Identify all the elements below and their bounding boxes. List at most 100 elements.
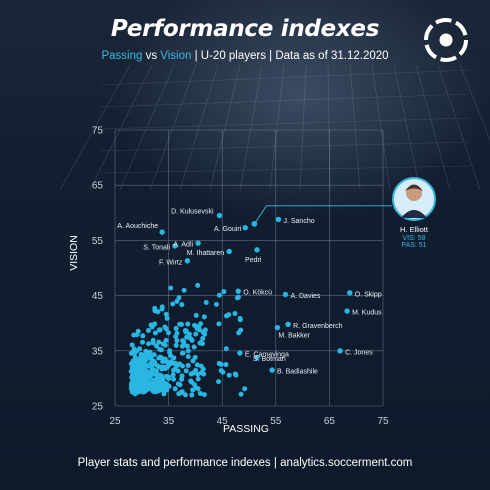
data-point	[200, 329, 206, 335]
player-label: J. Sancho	[283, 218, 314, 225]
data-point	[138, 355, 144, 361]
data-point	[170, 301, 176, 307]
highlight-vision: VIS: 58	[403, 235, 426, 242]
roof-line	[119, 64, 175, 191]
data-point	[152, 330, 158, 336]
data-point	[146, 341, 152, 347]
data-point	[131, 351, 137, 357]
subtitle-y-metric: Vision	[160, 50, 192, 62]
player-label: M. Bakker	[278, 333, 310, 340]
data-point	[233, 372, 239, 378]
data-point	[180, 350, 186, 356]
data-point	[181, 341, 187, 347]
roof-beam	[99, 141, 471, 152]
data-point	[140, 339, 146, 345]
x-axis-label: PASSING	[223, 423, 269, 435]
data-point	[158, 386, 164, 392]
player-label: M. Kudus	[352, 310, 382, 317]
labeled-data-point	[337, 348, 343, 354]
labeled-data-point	[269, 367, 275, 373]
roof-beam	[99, 69, 471, 86]
y-tick-label: 35	[92, 346, 104, 357]
data-point	[134, 376, 140, 382]
player-label: C. Jones	[345, 349, 373, 356]
player-label: D. Kulusevski	[171, 209, 214, 216]
data-point	[134, 332, 140, 338]
data-point	[147, 353, 153, 359]
data-point	[190, 387, 196, 393]
roof-beam	[99, 165, 471, 174]
labeled-data-point	[235, 288, 241, 294]
data-point	[134, 365, 140, 371]
data-point	[191, 344, 197, 350]
data-point	[170, 372, 176, 378]
labeled-data-point	[254, 247, 260, 253]
data-point	[194, 326, 200, 332]
roof-line	[149, 64, 197, 191]
labeled-data-point	[195, 240, 201, 246]
data-point	[223, 362, 229, 368]
player-label: S. Tonali	[143, 244, 170, 251]
data-point	[200, 335, 206, 341]
soccerment-logo-icon	[424, 18, 468, 62]
data-point	[158, 347, 164, 353]
avatar-head	[406, 185, 422, 201]
data-point	[216, 321, 222, 327]
player-label: F. Wirtz	[159, 259, 183, 266]
data-point	[195, 371, 201, 377]
data-point	[234, 295, 240, 301]
roof-line	[393, 64, 421, 191]
roof-line	[59, 64, 131, 191]
highlight-connector	[253, 205, 392, 225]
data-point	[190, 358, 196, 364]
player-label: E. Camavinga	[245, 352, 289, 359]
data-point	[172, 386, 178, 392]
data-point	[189, 392, 195, 398]
roof-line	[327, 64, 331, 191]
data-point	[144, 370, 150, 376]
data-point	[226, 372, 232, 378]
data-point	[189, 379, 195, 385]
axis-ticks: 25 35 45 55 65 75 25 35 45 55 65 75	[92, 126, 389, 428]
data-point	[223, 346, 229, 352]
data-point	[140, 333, 146, 339]
highlight-name: H. Elliott	[400, 225, 429, 234]
data-point	[153, 343, 159, 349]
data-point	[185, 321, 191, 327]
roof-beam	[99, 93, 471, 108]
data-point	[177, 390, 183, 396]
data-point	[183, 328, 189, 334]
data-point	[179, 302, 185, 308]
roof-line	[89, 64, 153, 191]
data-point	[173, 342, 179, 348]
data-point	[216, 379, 222, 385]
data-point	[161, 391, 167, 397]
page-subtitle: Passing vs Vision | U-20 players | Data …	[0, 50, 490, 62]
subtitle-x-metric: Passing	[101, 50, 143, 62]
data-points	[128, 212, 353, 398]
data-point	[188, 335, 194, 341]
roof-line	[459, 64, 490, 142]
avatar-shirt	[401, 210, 427, 218]
data-point	[237, 315, 243, 321]
labeled-data-point	[216, 212, 223, 219]
highlight-point	[251, 220, 258, 227]
data-point	[151, 352, 157, 358]
data-point	[151, 379, 157, 385]
data-point	[171, 376, 177, 382]
avatar-hair	[405, 184, 423, 191]
data-point	[168, 285, 174, 291]
data-point	[174, 338, 180, 344]
y-tick-label: 25	[92, 402, 104, 413]
data-point	[164, 359, 170, 365]
page-title: Performance indexes	[110, 16, 380, 42]
data-point	[129, 342, 135, 348]
data-point	[198, 370, 204, 376]
x-tick-label: 55	[270, 416, 282, 427]
labeled-data-point	[254, 354, 260, 361]
labeled-data-point	[347, 290, 353, 296]
data-point	[183, 368, 189, 374]
data-point	[163, 337, 169, 343]
